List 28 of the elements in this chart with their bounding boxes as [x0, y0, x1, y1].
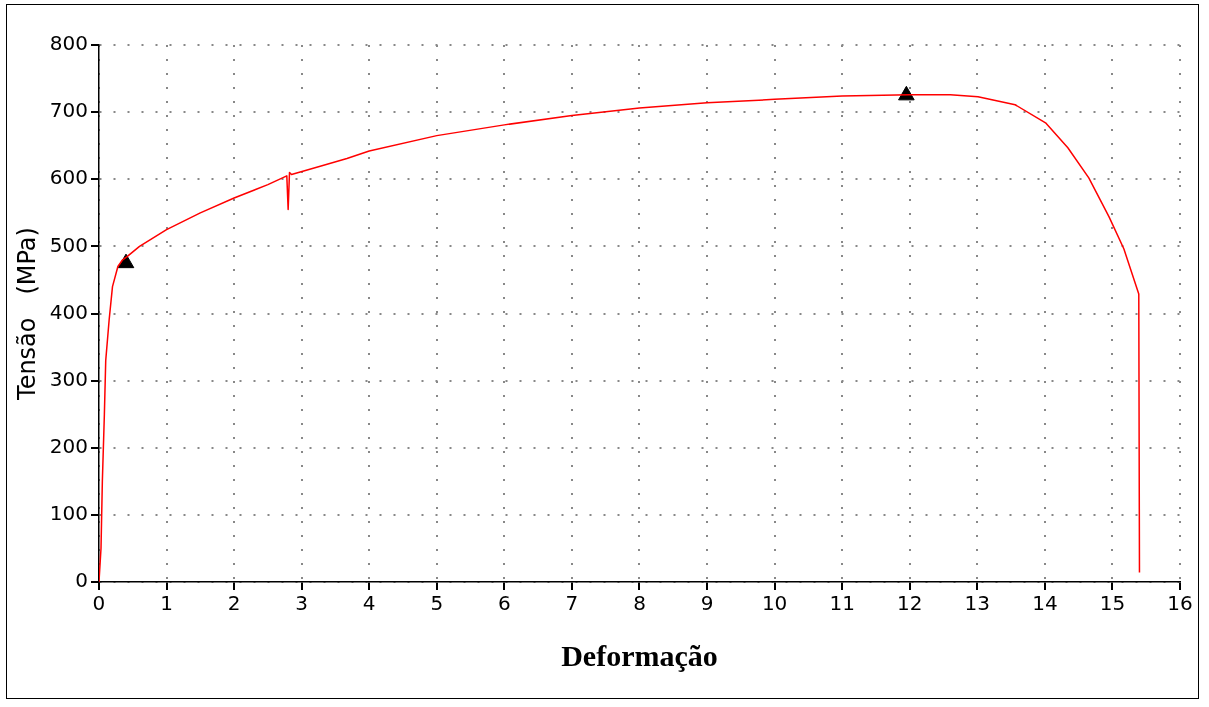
x-tick-label: 12 — [897, 591, 923, 616]
y-tick-label: 400 — [49, 299, 88, 324]
y-tick-label: 700 — [49, 98, 88, 123]
x-tick-label: 16 — [1167, 591, 1193, 616]
x-tick-label: 4 — [362, 591, 376, 616]
y-tick-label: 600 — [49, 165, 88, 190]
x-axis-title: Deformação — [561, 638, 718, 672]
y-tick-label: 100 — [49, 501, 88, 526]
x-tick-label: 8 — [633, 591, 646, 616]
x-tick-label: 6 — [497, 591, 511, 616]
x-tick-label: 3 — [295, 591, 309, 616]
x-tick-label: 7 — [565, 591, 579, 616]
x-tick-label: 11 — [829, 591, 855, 616]
x-tick-label: 14 — [1032, 591, 1058, 616]
y-tick-label: 300 — [49, 366, 88, 391]
x-tick-label: 2 — [227, 591, 241, 616]
y-tick-label: 0 — [75, 568, 88, 593]
x-tick-label: 0 — [92, 591, 106, 616]
x-tick-label: 13 — [964, 591, 991, 616]
x-tick-label: 5 — [430, 591, 444, 616]
x-tick-label: 15 — [1099, 591, 1126, 616]
y-axis-title: Tensão (MPa) — [12, 227, 41, 401]
y-tick-label: 500 — [49, 232, 88, 257]
y-tick-label: 800 — [49, 31, 88, 56]
x-tick-label: 1 — [160, 591, 173, 616]
x-tick-label: 9 — [700, 591, 714, 616]
x-tick-label: 10 — [761, 591, 788, 616]
y-tick-label: 200 — [49, 433, 88, 458]
